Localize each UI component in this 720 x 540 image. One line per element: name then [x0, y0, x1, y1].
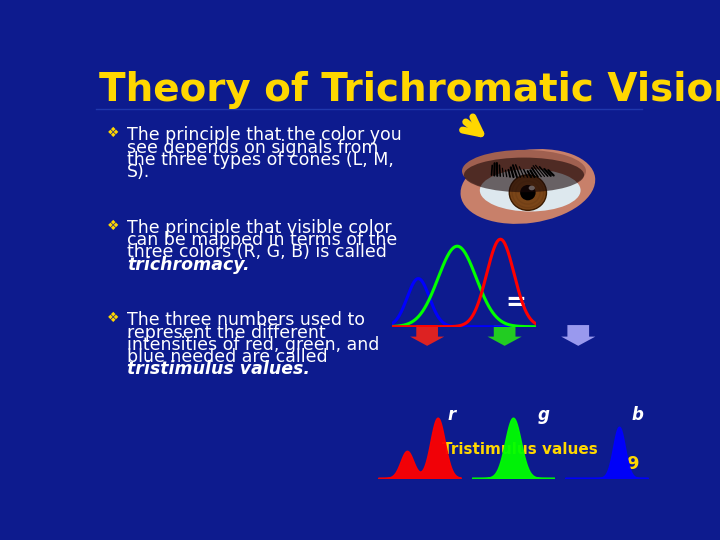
- Text: tristimulus values.: tristimulus values.: [127, 361, 310, 379]
- Text: can be mapped in terms of the: can be mapped in terms of the: [127, 231, 397, 249]
- Text: Theory of Trichromatic Vision: Theory of Trichromatic Vision: [99, 71, 720, 109]
- Text: represent the different: represent the different: [127, 323, 326, 341]
- Text: ❖: ❖: [107, 126, 120, 140]
- Text: ❖: ❖: [107, 219, 120, 233]
- Text: S).: S).: [127, 164, 150, 181]
- Text: =: =: [506, 292, 527, 315]
- Polygon shape: [410, 325, 444, 346]
- Ellipse shape: [464, 158, 584, 192]
- Text: see depends on signals from: see depends on signals from: [127, 139, 379, 157]
- Text: ❖: ❖: [107, 311, 120, 325]
- Polygon shape: [487, 325, 522, 346]
- Ellipse shape: [528, 186, 535, 190]
- Ellipse shape: [520, 185, 536, 200]
- Text: 9: 9: [626, 455, 639, 473]
- Polygon shape: [561, 325, 595, 346]
- Ellipse shape: [509, 175, 546, 210]
- Text: The three numbers used to: The three numbers used to: [127, 311, 365, 329]
- Text: Tristimulus values: Tristimulus values: [442, 442, 598, 457]
- Text: g: g: [538, 406, 549, 424]
- Text: blue needed are called: blue needed are called: [127, 348, 328, 366]
- Text: The principle that the color you: The principle that the color you: [127, 126, 402, 144]
- Text: b: b: [631, 406, 643, 424]
- Text: intensities of red, green, and: intensities of red, green, and: [127, 336, 379, 354]
- Text: The principle that visible color: The principle that visible color: [127, 219, 392, 237]
- Ellipse shape: [480, 169, 580, 212]
- Text: r: r: [448, 406, 456, 424]
- Ellipse shape: [462, 150, 586, 192]
- Text: trichromacy.: trichromacy.: [127, 256, 250, 274]
- Text: the three types of cones (L, M,: the three types of cones (L, M,: [127, 151, 394, 169]
- Ellipse shape: [461, 149, 595, 224]
- Text: three colors (R, G, B) is called: three colors (R, G, B) is called: [127, 244, 387, 261]
